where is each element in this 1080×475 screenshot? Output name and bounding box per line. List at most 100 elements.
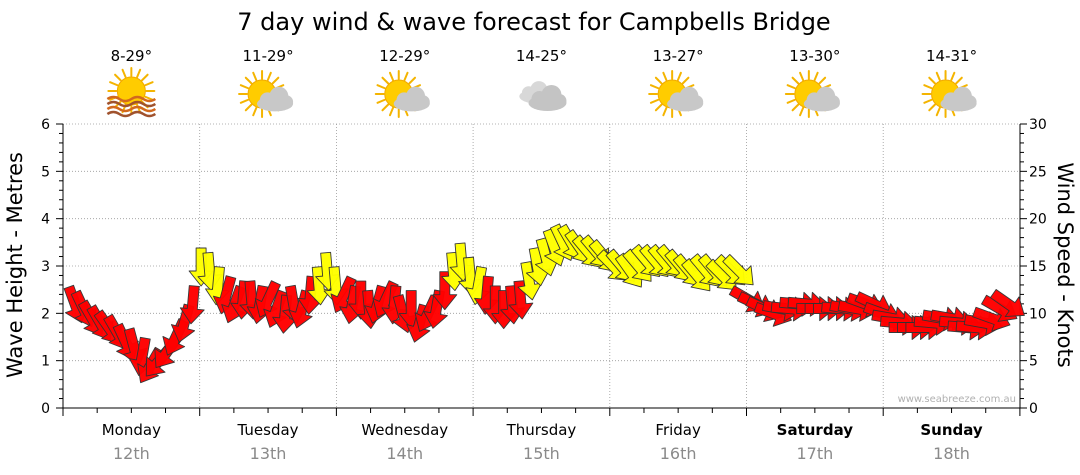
cloud-puff [826,95,840,109]
day-name-label: Wednesday [361,421,448,439]
day-date-label: 13th [250,444,287,463]
sun-ray [791,103,800,112]
sun-ray [928,103,936,112]
chart-title: 7 day wind & wave forecast for Campbells… [237,8,830,36]
right-tick-label: 15 [1029,259,1047,275]
partly-cloudy-icon [648,70,704,118]
sun-ray [923,84,933,90]
temperature-label: 8-29° [111,47,153,65]
wind-arrow [179,285,205,325]
wind-arrow [722,253,754,286]
sunny-haze-icon [106,67,157,118]
cloud-puff [552,94,567,108]
sun-ray [244,76,253,85]
sun-ray [935,106,941,117]
day-date-label: 17th [796,444,833,463]
left-tick-label: 5 [41,164,50,180]
sun-ray [786,84,796,90]
sun-ray [681,76,690,85]
cloud-puff [689,95,704,109]
day-name-label: Friday [655,421,701,439]
sun-ray [252,71,258,82]
left-tick-label: 2 [41,306,50,322]
day-name-label: Monday [102,421,161,439]
day-name-label: Saturday [777,421,854,439]
axes [56,123,1027,416]
temperature-label: 11-29° [243,47,294,65]
wind-arrow-shape [722,253,754,286]
cloud-shape [393,86,430,112]
sun-ray [381,103,390,112]
sun-ray [244,103,253,112]
sun-ray [799,71,805,82]
temperature-label: 14-31° [926,47,977,65]
day-date-label: 15th [523,444,560,463]
partly-cloudy-icon [921,70,977,118]
partly-cloudy-icon [784,70,840,118]
credit-text: www.seabreeze.com.au [898,394,1016,405]
right-tick-label: 0 [1029,401,1038,417]
temperature-label: 13-27° [653,47,704,65]
sun-ray [791,76,800,85]
sun-ray [266,71,272,82]
left-tick-label: 4 [41,212,50,228]
sun-ray [376,84,386,90]
day-date-label: 12th [113,444,150,463]
haze-wave [106,110,157,118]
haze-wave [106,100,157,108]
sun-ray [121,68,127,79]
right-tick-label: 5 [1029,354,1038,370]
sun-ray [649,98,660,104]
day-labels: Monday 12th 8-29° Tuesday 13th 11-29° Wednesda… [102,47,983,463]
sun-ray [654,103,663,112]
cloud-shape [257,86,294,112]
wind-arrow [432,271,458,311]
wind-arrows [63,223,1025,384]
sun-ray [388,106,395,117]
sun-ray [654,76,663,85]
right-axis-label: Wind Speed - Knots [1053,162,1077,367]
sun-ray [239,84,250,90]
sun-ray [271,76,280,85]
sun-ray [140,73,149,82]
day-date-label: 18th [933,444,970,463]
left-tick-label: 1 [41,354,50,370]
cloud-shape [667,86,704,112]
sun-ray [114,73,122,82]
left-axis-label: Wave Height - Metres [3,152,27,378]
sun-ray [408,76,417,85]
wind-arrow [508,280,534,320]
sun-ray [662,71,668,82]
wind-arrow-shape [432,271,458,311]
cloud-puff [416,95,430,109]
day-date-label: 16th [660,444,697,463]
sun-ray [928,76,936,85]
sun-ray [676,71,682,82]
sun-ray [799,106,805,117]
left-tick-label: 6 [41,117,50,133]
sun-ray [403,71,409,82]
sun-ray [923,98,933,104]
right-tick-label: 10 [1029,306,1047,322]
cloud-shape [803,86,840,112]
sun-ray [786,98,796,104]
sun-ray [252,106,258,117]
wind-arrow-shape [508,280,534,320]
temperature-label: 12-29° [379,47,430,65]
day-name-label: Tuesday [237,421,299,439]
sun-ray [109,81,119,87]
cloud-shape [940,86,977,112]
day-name-label: Sunday [920,421,983,439]
day-date-label: 14th [386,444,423,463]
sun-ray [136,68,142,79]
sun-ray [239,98,250,104]
right-tick-label: 25 [1029,164,1047,180]
sun-ray [144,95,154,101]
cloud-puff [963,95,977,109]
partly-cloudy-icon [374,70,430,118]
cloud-shape [528,85,567,111]
sun-ray [388,71,395,82]
temperature-label: 14-25° [516,47,567,65]
left-tick-label: 0 [41,401,50,417]
